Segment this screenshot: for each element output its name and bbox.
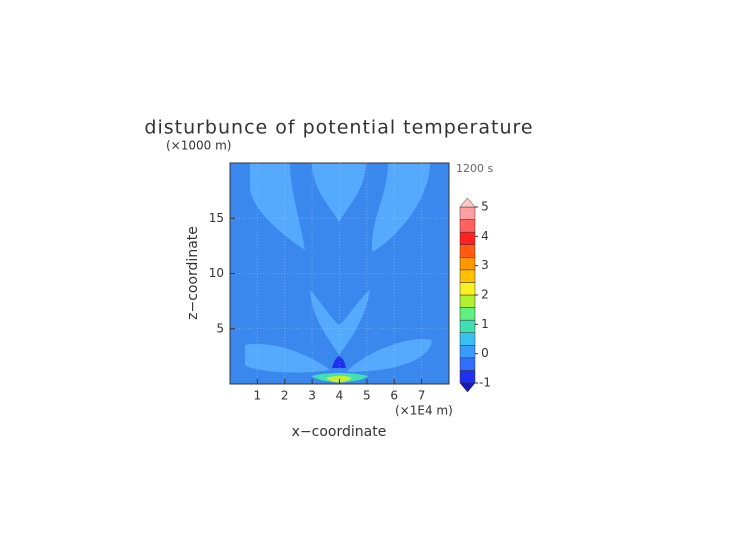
- colorbar-tick-label: -1: [479, 376, 491, 390]
- contour-region: [250, 163, 305, 250]
- contour-region: [332, 356, 346, 368]
- y-tick-label: 15: [209, 211, 224, 225]
- colorbar-band: [459, 282, 476, 296]
- x-unit: (×1E4 m): [395, 404, 453, 418]
- y-tick-label: 5: [216, 321, 224, 335]
- contour-region: [371, 163, 430, 252]
- colorbar-band: [459, 345, 476, 359]
- colorbar-band: [459, 269, 476, 283]
- contour-region: [312, 163, 366, 222]
- colorbar-tick-label: 1: [481, 317, 489, 331]
- colorbar-band: [459, 307, 476, 321]
- colorbar-band: [459, 332, 476, 346]
- x-tick-label: 2: [281, 389, 289, 403]
- colorbar-band: [459, 319, 476, 333]
- y-unit: (×1000 m): [166, 139, 231, 153]
- x-tick-label: 4: [336, 389, 344, 403]
- colorbar-tick-label: 5: [481, 200, 489, 214]
- colorbar-tick-label: 0: [481, 346, 489, 360]
- colorbar-tick-label: 3: [481, 258, 489, 272]
- colorbar-band: [459, 219, 476, 233]
- contour-region: [310, 290, 370, 355]
- chart-title: disturbunce of potential temperature: [144, 117, 533, 139]
- colorbar-band: [459, 257, 476, 271]
- colorbar-under: [459, 382, 476, 393]
- y-axis-label: z−coordinate: [185, 226, 201, 320]
- colorbar-band: [459, 206, 476, 220]
- colorbar-band: [459, 244, 476, 258]
- colorbar-band: [459, 370, 476, 384]
- colorbar-band: [459, 357, 476, 371]
- x-tick-label: 3: [308, 389, 316, 403]
- colorbar-tick-label: 4: [481, 229, 489, 243]
- contour-region: [348, 339, 432, 372]
- x-tick-label: 5: [363, 389, 371, 403]
- x-tick-label: 1: [254, 389, 262, 403]
- colorbar-band: [459, 294, 476, 308]
- x-tick-label: 6: [390, 389, 398, 403]
- time-label: 1200 s: [456, 162, 493, 175]
- contour-region: [245, 344, 330, 373]
- x-tick-label: 7: [418, 389, 426, 403]
- x-axis-label: x−coordinate: [292, 424, 387, 440]
- y-tick-label: 10: [209, 266, 224, 280]
- contour-field: [230, 163, 449, 384]
- colorbar-tick-label: 2: [481, 288, 489, 302]
- colorbar-band: [459, 231, 476, 245]
- colorbar-over: [459, 197, 476, 208]
